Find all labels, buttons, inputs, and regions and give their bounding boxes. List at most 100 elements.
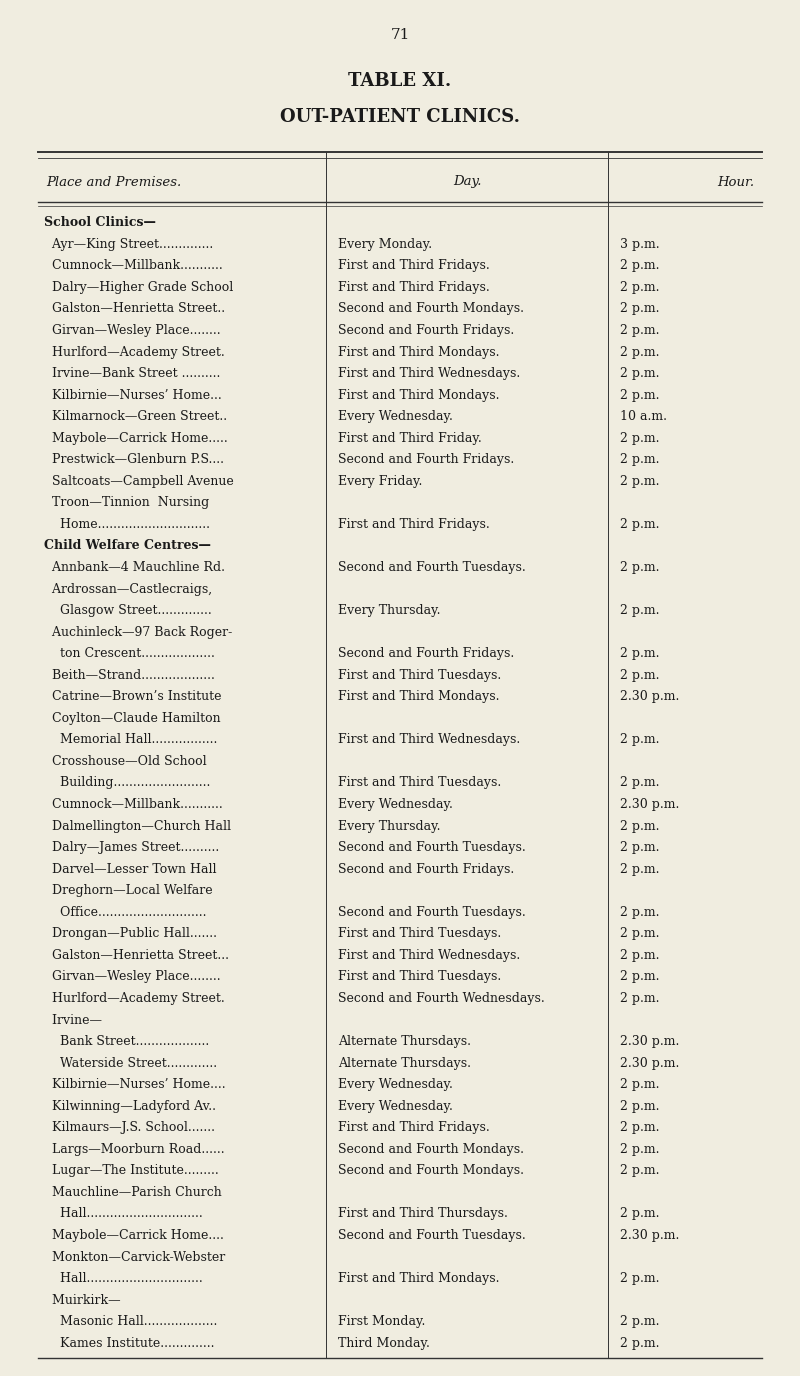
Text: First Monday.: First Monday. <box>338 1315 426 1328</box>
Text: 2 p.m.: 2 p.m. <box>620 517 659 531</box>
Text: 2 p.m.: 2 p.m. <box>620 1079 659 1091</box>
Text: Muirkirk—: Muirkirk— <box>44 1293 121 1307</box>
Text: 2 p.m.: 2 p.m. <box>620 604 659 616</box>
Text: First and Third Mondays.: First and Third Mondays. <box>338 388 499 402</box>
Text: TABLE XI.: TABLE XI. <box>348 72 452 89</box>
Text: 2 p.m.: 2 p.m. <box>620 970 659 984</box>
Text: Every Wednesday.: Every Wednesday. <box>338 1099 453 1113</box>
Text: Third Monday.: Third Monday. <box>338 1336 430 1350</box>
Text: OUT-PATIENT CLINICS.: OUT-PATIENT CLINICS. <box>280 107 520 127</box>
Text: 2 p.m.: 2 p.m. <box>620 1164 659 1178</box>
Text: Darvel—Lesser Town Hall: Darvel—Lesser Town Hall <box>44 863 217 875</box>
Text: First and Third Mondays.: First and Third Mondays. <box>338 1271 499 1285</box>
Text: 2 p.m.: 2 p.m. <box>620 776 659 790</box>
Text: 2 p.m.: 2 p.m. <box>620 820 659 832</box>
Text: 2 p.m.: 2 p.m. <box>620 323 659 337</box>
Text: First and Third Fridays.: First and Third Fridays. <box>338 1121 490 1134</box>
Text: Saltcoats—Campbell Avenue: Saltcoats—Campbell Avenue <box>44 475 234 488</box>
Text: Maybole—Carrick Home....: Maybole—Carrick Home.... <box>44 1229 224 1243</box>
Text: 2 p.m.: 2 p.m. <box>620 388 659 402</box>
Text: 2 p.m.: 2 p.m. <box>620 949 659 962</box>
Text: First and Third Fridays.: First and Third Fridays. <box>338 259 490 272</box>
Text: Second and Fourth Fridays.: Second and Fourth Fridays. <box>338 453 514 466</box>
Text: Dalry—Higher Grade School: Dalry—Higher Grade School <box>44 281 234 294</box>
Text: 2 p.m.: 2 p.m. <box>620 345 659 359</box>
Text: First and Third Thursdays.: First and Third Thursdays. <box>338 1208 508 1221</box>
Text: Alternate Thursdays.: Alternate Thursdays. <box>338 1057 471 1069</box>
Text: Maybole—Carrick Home.....: Maybole—Carrick Home..... <box>44 432 228 444</box>
Text: 2 p.m.: 2 p.m. <box>620 647 659 660</box>
Text: Irvine—Bank Street ..........: Irvine—Bank Street .......... <box>44 367 220 380</box>
Text: Masonic Hall...................: Masonic Hall................... <box>44 1315 218 1328</box>
Text: Catrine—Brown’s Institute: Catrine—Brown’s Institute <box>44 691 222 703</box>
Text: Auchinleck—97 Back Roger-: Auchinleck—97 Back Roger- <box>44 626 232 638</box>
Text: Cumnock—Millbank...........: Cumnock—Millbank........... <box>44 798 222 810</box>
Text: Every Thursday.: Every Thursday. <box>338 820 441 832</box>
Text: Lugar—The Institute.........: Lugar—The Institute......... <box>44 1164 218 1178</box>
Text: Ardrossan—Castlecraigs,: Ardrossan—Castlecraigs, <box>44 582 212 596</box>
Text: 2.30 p.m.: 2.30 p.m. <box>620 1229 679 1243</box>
Text: 2 p.m.: 2 p.m. <box>620 733 659 746</box>
Text: Office............................: Office............................ <box>44 905 206 919</box>
Text: Mauchline—Parish Church: Mauchline—Parish Church <box>44 1186 222 1198</box>
Text: Place and Premises.: Place and Premises. <box>46 176 182 189</box>
Text: Second and Fourth Tuesdays.: Second and Fourth Tuesdays. <box>338 561 526 574</box>
Text: First and Third Wednesdays.: First and Third Wednesdays. <box>338 733 520 746</box>
Text: Kames Institute..............: Kames Institute.............. <box>44 1336 214 1350</box>
Text: 2 p.m.: 2 p.m. <box>620 669 659 681</box>
Text: First and Third Mondays.: First and Third Mondays. <box>338 345 499 359</box>
Text: Second and Fourth Mondays.: Second and Fourth Mondays. <box>338 303 524 315</box>
Text: 2 p.m.: 2 p.m. <box>620 1143 659 1156</box>
Text: Second and Fourth Tuesdays.: Second and Fourth Tuesdays. <box>338 905 526 919</box>
Text: Coylton—Claude Hamilton: Coylton—Claude Hamilton <box>44 711 221 725</box>
Text: 2 p.m.: 2 p.m. <box>620 1271 659 1285</box>
Text: 2 p.m.: 2 p.m. <box>620 281 659 294</box>
Text: Second and Fourth Tuesdays.: Second and Fourth Tuesdays. <box>338 841 526 854</box>
Text: Beith—Strand...................: Beith—Strand................... <box>44 669 215 681</box>
Text: Bank Street...................: Bank Street................... <box>44 1035 210 1049</box>
Text: 2 p.m.: 2 p.m. <box>620 1099 659 1113</box>
Text: First and Third Wednesdays.: First and Third Wednesdays. <box>338 949 520 962</box>
Text: Annbank—4 Mauchline Rd.: Annbank—4 Mauchline Rd. <box>44 561 225 574</box>
Text: 2 p.m.: 2 p.m. <box>620 905 659 919</box>
Text: 2 p.m.: 2 p.m. <box>620 927 659 940</box>
Text: 2 p.m.: 2 p.m. <box>620 1336 659 1350</box>
Text: Home.............................: Home............................. <box>44 517 210 531</box>
Text: 2 p.m.: 2 p.m. <box>620 303 659 315</box>
Text: Hall..............................: Hall.............................. <box>44 1208 202 1221</box>
Text: Day.: Day. <box>453 176 482 189</box>
Text: Dalry—James Street..........: Dalry—James Street.......... <box>44 841 219 854</box>
Text: ton Crescent...................: ton Crescent................... <box>44 647 215 660</box>
Text: Memorial Hall.................: Memorial Hall................. <box>44 733 218 746</box>
Text: Hurlford—Academy Street.: Hurlford—Academy Street. <box>44 992 225 1004</box>
Text: School Clinics—: School Clinics— <box>44 216 156 230</box>
Text: 2 p.m.: 2 p.m. <box>620 432 659 444</box>
Text: Second and Fourth Fridays.: Second and Fourth Fridays. <box>338 323 514 337</box>
Text: Kilbirnie—Nurses’ Home....: Kilbirnie—Nurses’ Home.... <box>44 1079 226 1091</box>
Text: 2 p.m.: 2 p.m. <box>620 1315 659 1328</box>
Text: 2.30 p.m.: 2.30 p.m. <box>620 1057 679 1069</box>
Text: 2 p.m.: 2 p.m. <box>620 863 659 875</box>
Text: Irvine—: Irvine— <box>44 1014 102 1026</box>
Text: Kilwinning—Ladyford Av..: Kilwinning—Ladyford Av.. <box>44 1099 216 1113</box>
Text: 2.30 p.m.: 2.30 p.m. <box>620 691 679 703</box>
Text: 2.30 p.m.: 2.30 p.m. <box>620 1035 679 1049</box>
Text: Second and Fourth Fridays.: Second and Fourth Fridays. <box>338 863 514 875</box>
Text: 2.30 p.m.: 2.30 p.m. <box>620 798 679 810</box>
Text: First and Third Tuesdays.: First and Third Tuesdays. <box>338 776 502 790</box>
Text: Dalmellington—Church Hall: Dalmellington—Church Hall <box>44 820 231 832</box>
Text: 2 p.m.: 2 p.m. <box>620 475 659 488</box>
Text: Building.........................: Building......................... <box>44 776 210 790</box>
Text: Galston—Henrietta Street..: Galston—Henrietta Street.. <box>44 303 225 315</box>
Text: First and Third Fridays.: First and Third Fridays. <box>338 517 490 531</box>
Text: Largs—Moorburn Road......: Largs—Moorburn Road...... <box>44 1143 225 1156</box>
Text: First and Third Wednesdays.: First and Third Wednesdays. <box>338 367 520 380</box>
Text: Crosshouse—Old School: Crosshouse—Old School <box>44 755 206 768</box>
Text: 3 p.m.: 3 p.m. <box>620 238 660 250</box>
Text: First and Third Friday.: First and Third Friday. <box>338 432 482 444</box>
Text: Galston—Henrietta Street...: Galston—Henrietta Street... <box>44 949 229 962</box>
Text: Every Friday.: Every Friday. <box>338 475 422 488</box>
Text: Every Thursday.: Every Thursday. <box>338 604 441 616</box>
Text: Second and Fourth Wednesdays.: Second and Fourth Wednesdays. <box>338 992 545 1004</box>
Text: Every Wednesday.: Every Wednesday. <box>338 798 453 810</box>
